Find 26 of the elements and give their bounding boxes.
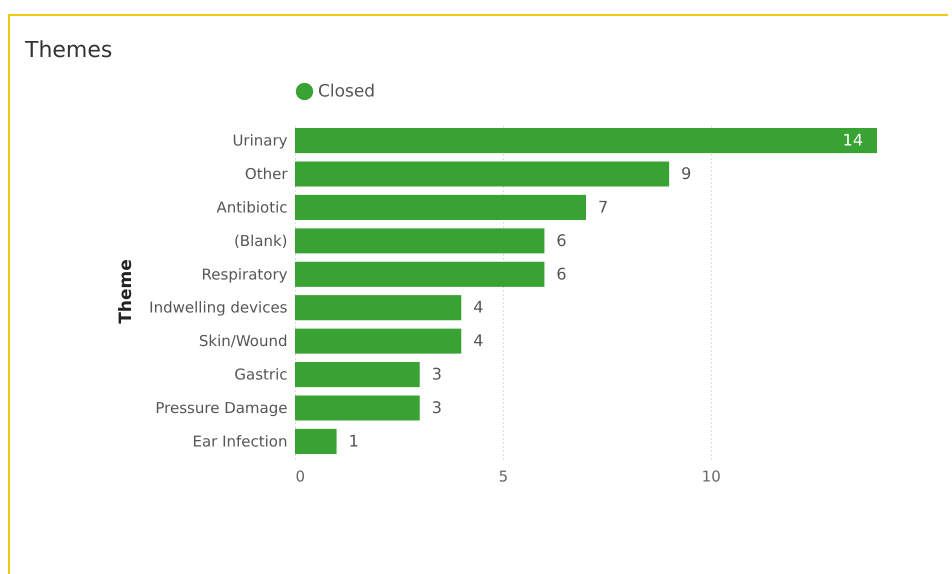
data-label: 1 <box>348 431 359 450</box>
data-label: 6 <box>556 230 567 250</box>
y-tick-label: Indwelling devices <box>149 298 288 317</box>
y-tick-label: Urinary <box>232 132 288 150</box>
y-tick-label: Pressure Damage <box>155 399 288 418</box>
data-label: 7 <box>598 197 608 216</box>
text: Themes <box>24 38 112 63</box>
data-label: 4 <box>473 331 484 350</box>
data-label: 4 <box>473 298 484 317</box>
y-tick-label: Antibiotic <box>216 198 288 216</box>
y-tick-label: Gastric <box>234 366 288 384</box>
legend-label: Closed <box>318 82 376 102</box>
data-label: 14 <box>842 130 863 150</box>
y-axis-title: Theme <box>116 259 136 324</box>
x-tick-label: 5 <box>498 468 508 486</box>
y-tick-label: Other <box>244 164 288 183</box>
y-tick-label: Skin/Wound <box>198 332 288 350</box>
data-label: 6 <box>556 264 567 284</box>
x-tick-label: 10 <box>702 468 721 486</box>
data-label: 3 <box>432 364 442 384</box>
y-tick-label: (Blank) <box>234 232 288 250</box>
y-tick-label: Ear Infection <box>192 432 288 450</box>
x-tick-label: 0 <box>296 468 306 486</box>
data-label: 9 <box>681 164 692 183</box>
y-tick-label: Respiratory <box>202 265 288 284</box>
data-label: 3 <box>432 398 442 418</box>
